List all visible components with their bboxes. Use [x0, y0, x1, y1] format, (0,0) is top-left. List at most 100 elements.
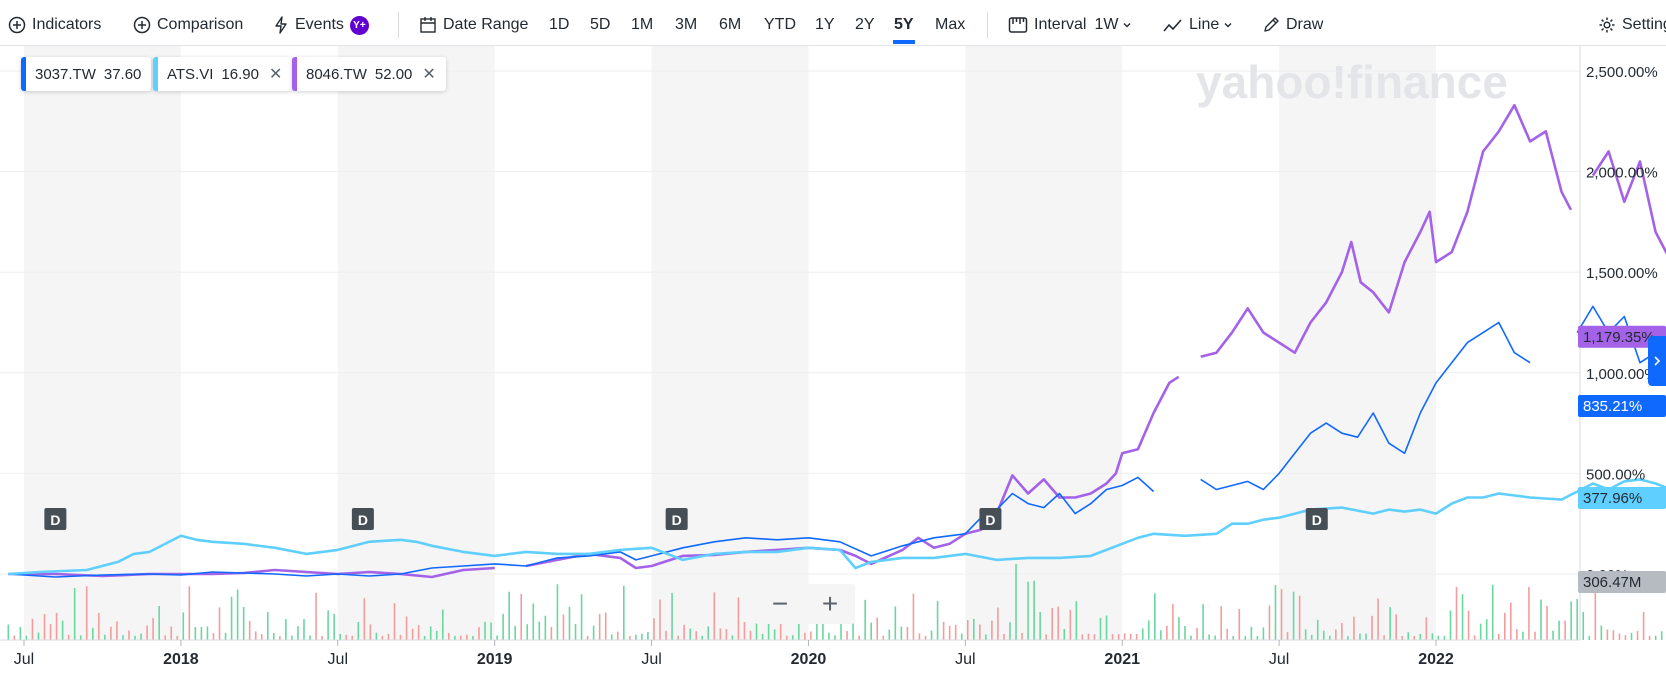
volume-bar	[882, 635, 885, 640]
settings-button[interactable]: Settings	[1598, 14, 1666, 36]
volume-bar	[1377, 598, 1379, 640]
volume-bar	[351, 635, 354, 640]
end-label-text: 1,179.35%	[1583, 329, 1655, 346]
yahoo-finance-watermark: yahoo!finance	[1196, 56, 1508, 108]
range-ytd[interactable]: YTD	[764, 16, 796, 33]
volume-bar	[363, 598, 366, 640]
volume-bar	[1190, 635, 1192, 640]
volume-bar	[98, 613, 100, 640]
dividend-marker	[665, 508, 688, 530]
range-max[interactable]: Max	[935, 16, 966, 33]
volume-bar	[1522, 631, 1524, 640]
dividend-marker-label: D	[358, 512, 368, 528]
volume-bar	[942, 621, 945, 640]
volume-bar	[1540, 599, 1542, 640]
volume-bar	[1268, 605, 1271, 640]
volume-bar	[1654, 635, 1657, 640]
volume-bar	[1365, 633, 1367, 640]
volume-bar	[260, 634, 263, 640]
volume-bar	[791, 635, 794, 640]
volume-bar	[954, 624, 957, 640]
x-tick-label: 2018	[163, 651, 199, 668]
volume-bar	[303, 618, 305, 640]
volume-bar	[864, 599, 866, 640]
volume-bar	[218, 607, 221, 640]
volume-bar	[134, 635, 136, 640]
volume-bar	[1015, 563, 1017, 640]
toolbar-divider	[398, 12, 399, 38]
indicators-button[interactable]: Indicators	[8, 14, 101, 36]
volume-bar	[1274, 585, 1277, 640]
range-6m[interactable]: 6M	[719, 16, 742, 33]
range-2y[interactable]: 2Y	[855, 16, 875, 33]
x-axis-ticks: Jul 2018 Jul 2019 Jul 2020 Jul 2021 Jul 2022	[14, 640, 1454, 668]
volume-bar	[1123, 633, 1126, 640]
dividend-marker	[1305, 508, 1328, 530]
volume-bar	[1310, 634, 1313, 640]
expand-panel-button[interactable]	[1648, 336, 1666, 386]
volume-bar	[248, 620, 251, 640]
volume-bar	[1473, 635, 1476, 640]
volume-bar	[441, 609, 444, 640]
volume-bar	[369, 624, 372, 640]
chart-type-dropdown[interactable]: Line	[1163, 14, 1239, 36]
volume-bar	[526, 624, 529, 640]
x-tick-label: 2020	[791, 651, 827, 668]
legend-chip-3037tw[interactable]: 3037.TW 37.60	[21, 57, 152, 91]
volume-label-text: 306.47M	[1583, 574, 1641, 591]
volume-bar	[1660, 631, 1663, 640]
volume-bar	[381, 635, 384, 640]
range-1d[interactable]: 1D	[549, 16, 570, 33]
zoom-out-button[interactable]: −	[771, 588, 789, 619]
range-1m[interactable]: 1M	[631, 16, 654, 33]
volume-bar	[1178, 617, 1180, 640]
volume-bar	[677, 635, 679, 640]
volume-bar	[1057, 606, 1060, 640]
volume-bar	[1105, 615, 1108, 640]
volume-bar	[460, 635, 462, 640]
volume-bar	[164, 635, 166, 640]
range-5d[interactable]: 5D	[590, 16, 611, 33]
remove-comparison-close-icon[interactable]: ✕	[268, 66, 283, 83]
legend-chip-8046tw[interactable]: 8046.TW 52.00 ✕	[292, 57, 446, 91]
y-tick-label: 2,500.00%	[1586, 64, 1658, 81]
draw-button[interactable]: Draw	[1262, 14, 1323, 36]
volume-bar	[1154, 593, 1156, 640]
volume-bar	[13, 635, 16, 640]
volume-bar	[635, 634, 637, 640]
volume-bar	[291, 635, 293, 640]
remove-comparison-close-icon[interactable]: ✕	[422, 66, 436, 83]
events-button[interactable]: Events Y+	[273, 14, 369, 36]
volume-bar	[1606, 629, 1609, 640]
date-range-button[interactable]: Date Range	[419, 14, 528, 36]
zoom-in-button[interactable]: +	[821, 588, 839, 619]
volume-bar	[429, 626, 432, 640]
dividend-marker	[44, 508, 67, 530]
legend-chip-atsvi[interactable]: ATS.VI 16.90 ✕	[153, 57, 293, 91]
dividend-marker	[351, 508, 374, 530]
volume-bar	[1280, 589, 1283, 640]
chevron-down-icon	[1123, 23, 1131, 28]
volume-bar	[647, 631, 649, 640]
volume-bar	[1347, 635, 1349, 640]
volume-bar	[979, 624, 981, 640]
volume-bar	[1166, 625, 1168, 640]
volume-bar	[466, 634, 468, 640]
volume-bar	[1051, 607, 1054, 640]
volume-label-bg	[1578, 571, 1666, 593]
settings-label: Settings	[1622, 16, 1666, 33]
volume-bar	[1328, 635, 1331, 640]
volume-bar	[1401, 635, 1404, 640]
range-3m[interactable]: 3M	[675, 16, 698, 33]
volume-bar	[1413, 635, 1416, 640]
comparison-button[interactable]: Comparison	[133, 14, 243, 36]
interval-dropdown[interactable]: Interval 1W	[1008, 14, 1138, 36]
volume-bar	[1099, 617, 1102, 640]
volume-bar	[49, 624, 52, 640]
interval-icon	[1008, 17, 1028, 33]
volume-bar	[622, 585, 625, 640]
range-5y[interactable]: 5Y	[894, 16, 914, 33]
range-1y[interactable]: 1Y	[815, 16, 835, 33]
volume-bar	[870, 622, 872, 640]
